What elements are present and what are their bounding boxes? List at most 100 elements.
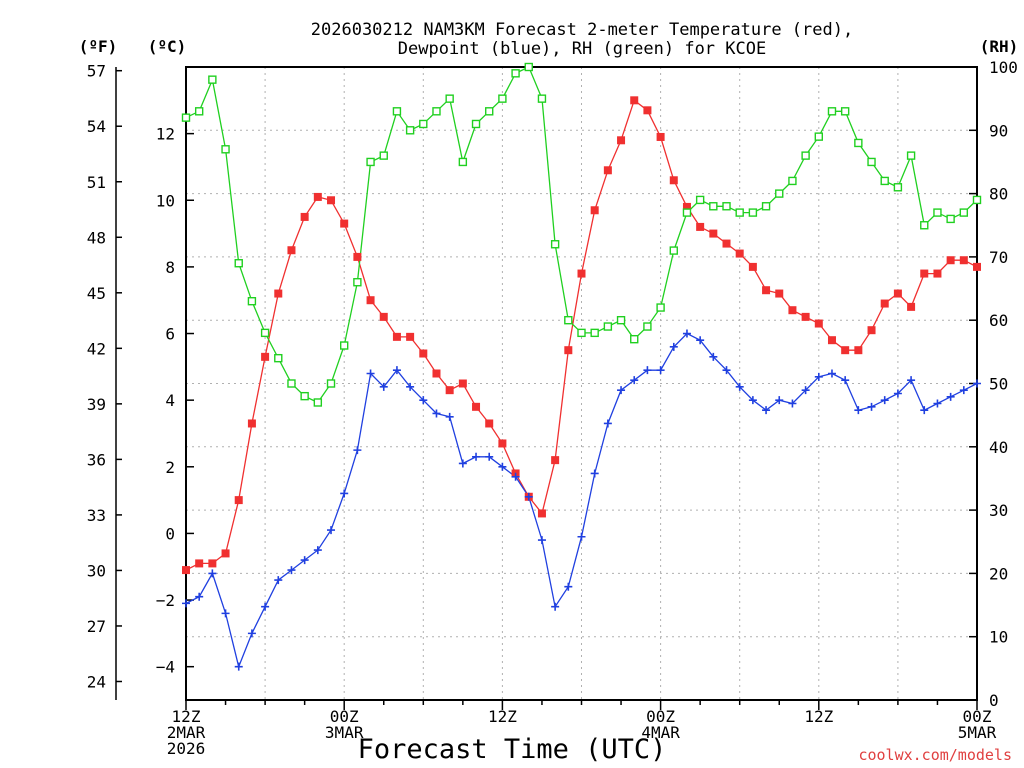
rh-point (867, 157, 876, 167)
temperature-point (669, 176, 678, 185)
rh-point (287, 379, 296, 388)
rh-point (392, 107, 402, 116)
chart-title-line-1: 2026030212 NAM3KM Forecast 2-meter Tempe… (311, 20, 853, 40)
dewpoint-point (511, 472, 520, 481)
dewpoint-point (485, 452, 494, 461)
dewpoint-point (274, 576, 283, 585)
dewpoint-point (261, 602, 270, 611)
temperature-point (959, 256, 968, 265)
rh-point (630, 334, 639, 344)
dewpoint-point (247, 629, 256, 638)
dewpoint-point (617, 386, 626, 395)
temperature-point (788, 306, 797, 315)
dewpoint-point (907, 376, 916, 385)
rh-point (920, 221, 929, 230)
rh-point (893, 183, 903, 192)
dewpoint-point (775, 396, 784, 405)
fahrenheit-tick-label: 57 (87, 62, 106, 81)
rh-point (972, 195, 982, 205)
dewpoint-point (696, 336, 705, 345)
dewpoint-point (854, 406, 863, 415)
temperature-point (880, 299, 889, 308)
grid-lines (186, 67, 977, 700)
x-tick-label: 12Z (172, 707, 201, 726)
celsius-tick-label: 2 (165, 458, 175, 477)
temperature-point (485, 419, 494, 428)
temperature-point (182, 566, 190, 575)
rh-point (498, 94, 507, 103)
rh-tick-label: 70 (989, 248, 1008, 267)
x-tick-label: 00Z (963, 707, 992, 726)
dewpoint-point (590, 469, 599, 478)
rh-point (405, 126, 415, 135)
fahrenheit-tick-label: 27 (87, 617, 106, 636)
rh-point (181, 113, 191, 122)
dewpoint-point (827, 369, 836, 378)
dewpoint-point (933, 399, 942, 408)
temperature-point (946, 256, 955, 265)
temperature-point (854, 346, 863, 355)
rh-point (524, 62, 533, 72)
rh-point (775, 189, 784, 198)
rh-point (709, 202, 718, 211)
rh-point (511, 69, 520, 78)
rh-point (194, 107, 204, 116)
rh-tick-label: 50 (989, 375, 1008, 394)
rh-point (458, 157, 468, 167)
temperature-point (313, 192, 322, 201)
dewpoint-point (959, 386, 968, 395)
rh-point (788, 176, 797, 186)
chart-title-line-2: Dewpoint (blue), RH (green) for KCOE (398, 39, 766, 59)
dewpoint-point (392, 366, 401, 375)
rh-tick-label: 20 (989, 564, 1008, 583)
dewpoint-point (841, 376, 850, 385)
fahrenheit-unit-label: (ºF) (79, 37, 118, 56)
temperature-point (234, 496, 243, 505)
temperature-point (287, 246, 296, 255)
temperature-point (577, 269, 586, 278)
rh-point (326, 379, 336, 388)
dewpoint-point (195, 592, 204, 601)
rh-point (827, 107, 837, 116)
fahrenheit-tick-label: 54 (87, 117, 106, 136)
rh-point (432, 107, 441, 116)
x-tick-label: 4MAR (641, 723, 680, 742)
rh-point (761, 202, 771, 211)
rh-point (485, 107, 494, 116)
dewpoint-point (762, 406, 771, 415)
temperature-point (907, 302, 916, 311)
fahrenheit-tick-label: 33 (87, 506, 106, 525)
dewpoint-point (458, 459, 467, 468)
fahrenheit-tick-label: 42 (87, 339, 106, 358)
temperature-point (445, 386, 454, 395)
dewpoint-point (340, 489, 349, 498)
dewpoint-point (682, 329, 691, 338)
rh-point (260, 328, 270, 338)
rh-point (537, 94, 547, 103)
x-tick-label: 12Z (488, 707, 517, 726)
rh-unit-label: (RH) (980, 37, 1019, 56)
rh-point (353, 278, 362, 287)
dewpoint-point (406, 382, 415, 391)
temperature-point (419, 349, 428, 358)
dewpoint-point (313, 546, 322, 555)
rh-point (221, 145, 230, 154)
credit-link[interactable]: coolwx.com/models (858, 746, 1012, 764)
rh-point (656, 303, 665, 312)
rh-point (695, 195, 705, 205)
dewpoint-point (379, 382, 388, 391)
rh-point (577, 328, 586, 338)
rh-point (313, 398, 323, 407)
rh-tick-label: 30 (989, 501, 1008, 520)
temperature-point (366, 296, 375, 305)
rh-point (300, 391, 309, 401)
dewpoint-point (472, 452, 481, 461)
rh-point (603, 322, 613, 331)
temperature-point (630, 96, 639, 105)
temperature-point (208, 559, 217, 568)
celsius-tick-label: −2 (156, 591, 175, 610)
fahrenheit-tick-label: 48 (87, 228, 106, 247)
dewpoint-point (788, 399, 797, 408)
rh-point (366, 157, 375, 167)
rh-tick-label: 40 (989, 438, 1008, 457)
